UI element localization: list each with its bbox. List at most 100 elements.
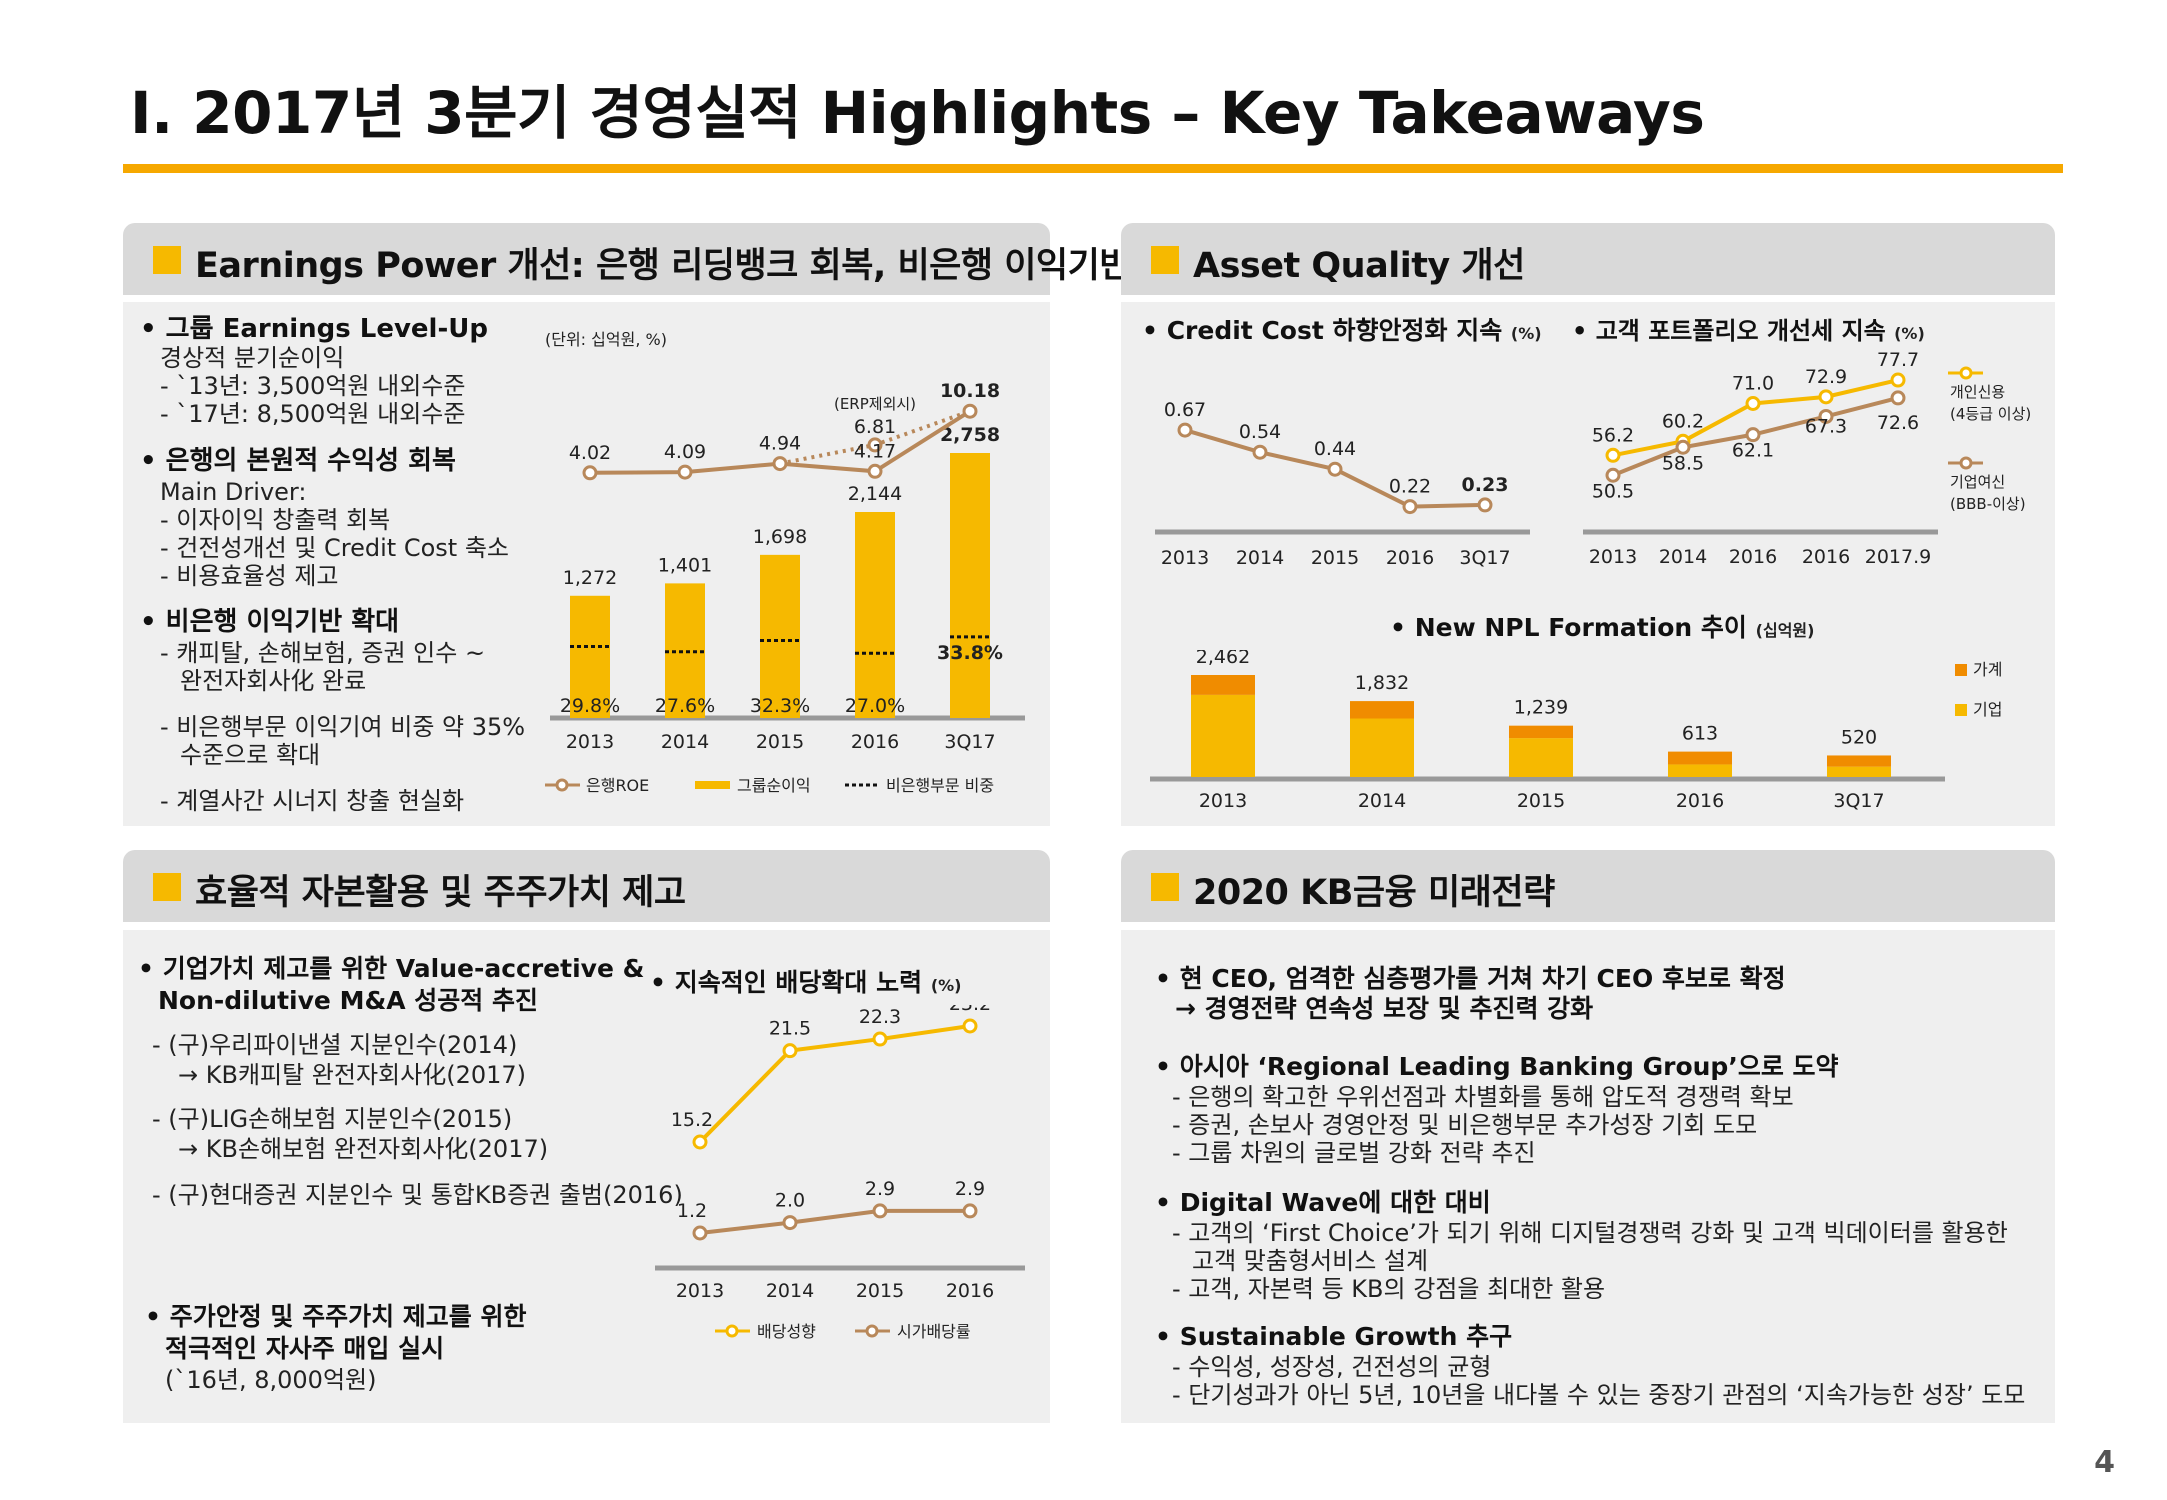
strategy-point-1: • 현 CEO, 엄격한 심층평가를 거쳐 차기 CEO 후보로 확정 <box>1155 964 1786 993</box>
credit-cost-value-label: 0.44 <box>1314 438 1356 460</box>
capital-b2-l2: 적극적인 자사주 매입 실시 <box>165 1334 445 1363</box>
roe-point <box>582 465 598 481</box>
strategy-p3-l3: - 고객, 자본력 등 KB의 강점을 최대한 활용 <box>1172 1275 1606 1303</box>
x-tick-label: 2016 <box>1386 547 1434 569</box>
x-tick-label: 2015 <box>756 731 804 753</box>
portfolio-value-label: 50.5 <box>1592 480 1634 502</box>
legend-marker <box>1959 366 1973 380</box>
roe-point <box>677 464 693 480</box>
x-tick-label: 2015 <box>1517 790 1565 812</box>
credit-cost-title-text: Credit Cost 하향안정화 지속 <box>1166 316 1503 345</box>
x-tick-label: 2014 <box>1358 790 1406 812</box>
bar-group-net-income <box>570 595 610 718</box>
legend-label: 은행ROE <box>586 776 649 795</box>
legend-label: 기업여신 <box>1950 473 2005 491</box>
credit-cost-point <box>1177 422 1193 438</box>
earnings-bullet-1: • 그룹 Earnings Level-Up <box>140 314 488 344</box>
bar-value-label: 2,144 <box>848 483 902 505</box>
x-tick-label: 2016 <box>1802 546 1850 568</box>
legend-label: 가계 <box>1973 660 2002 679</box>
capital-s3-l1: - (구)현대증권 지분인수 및 통합KB증권 출범(2016) <box>152 1181 683 1209</box>
strategy-point-2: • 아시아 ‘Regional Leading Banking Group’으로… <box>1155 1052 1839 1081</box>
x-tick-label: 3Q17 <box>1459 547 1510 569</box>
portfolio-value-label: 71.0 <box>1732 373 1774 395</box>
legend-label: 시가배당률 <box>897 1322 971 1341</box>
dividend-point <box>962 1018 978 1034</box>
strategy-point-4: • Sustainable Growth 추구 <box>1155 1322 1513 1351</box>
title-rule <box>123 164 2063 173</box>
legend-label: 비은행부문 비중 <box>886 776 994 795</box>
capital-b2-l1: 주가안정 및 주주가치 제고를 위한 <box>169 1302 527 1331</box>
earnings-b3-title: 비은행 이익기반 확대 <box>165 607 400 637</box>
bar-value-label: 2,758 <box>940 424 1000 446</box>
strategy-point-3: • Digital Wave에 대한 대비 <box>1155 1188 1491 1217</box>
legend-label: 배당성향 <box>757 1322 816 1341</box>
credit-cost-point <box>1477 497 1493 513</box>
roe-value-label: 4.02 <box>569 442 611 464</box>
credit-cost-point <box>1252 444 1268 460</box>
bullet-square-icon <box>153 873 181 901</box>
x-tick-label: 2016 <box>1676 790 1724 812</box>
strategy-p2-l3: - 그룹 차원의 글로벌 강화 전략 추진 <box>1172 1139 1536 1167</box>
portfolio-title-text: 고객 포트폴리오 개선세 지속 <box>1595 317 1886 345</box>
capital-b1-l2: Non-dilutive M&A 성공적 추진 <box>158 986 539 1015</box>
dividend-series-line <box>699 1208 970 1235</box>
portfolio-value-label: 72.6 <box>1877 412 1919 434</box>
credit-cost-chart: 0.67 2013 0.54 2014 0.44 2015 0.22 2016 0.23 3Q17 <box>1155 399 1530 569</box>
nonbank-share-label: 27.0% <box>845 695 905 717</box>
dividend-point <box>782 1043 798 1059</box>
bar-value-label: 1,698 <box>753 526 807 548</box>
legend-sublabel: (4등급 이상) <box>1950 405 2031 423</box>
earnings-chart: (단위: 십억원, %) 1,272 29.8% 2013 1,401 27.6% 2014… <box>545 330 1025 795</box>
credit-cost-unit: (%) <box>1510 324 1542 343</box>
capital-b1-l1: 기업가치 제고를 위한 Value-accretive & <box>162 954 645 983</box>
bullet-square-icon <box>153 246 181 274</box>
portfolio-point <box>1818 408 1834 424</box>
credit-cost-value-label: 0.23 <box>1462 474 1509 496</box>
earnings-b2-l3: - 건전성개선 및 Credit Cost 축소 <box>160 534 509 562</box>
earnings-b2-l1: Main Driver: <box>160 478 307 506</box>
portfolio-unit: (%) <box>1894 324 1925 343</box>
portfolio-point <box>1605 467 1621 483</box>
capital-bullet-1: • 기업가치 제고를 위한 Value-accretive & <box>138 954 645 983</box>
dividend-title: • 지속적인 배당확대 노력 (%) <box>650 968 962 997</box>
bar-value-label: 1,272 <box>563 567 617 589</box>
earnings-b2-l2: - 이자이익 창출력 회복 <box>160 506 391 534</box>
roe-point <box>962 403 978 419</box>
nonbank-share-label: 32.3% <box>750 695 810 717</box>
erp-note-label: (ERP제외시) <box>834 395 916 413</box>
legend-sublabel: (BBB-이상) <box>1950 495 2026 513</box>
strategy-panel-header: 2020 KB금융 미래전략 <box>1121 850 2055 922</box>
strategy-p3-l1: - 고객의 ‘First Choice’가 되기 위해 디지털경쟁력 강화 및 … <box>1172 1219 2008 1247</box>
x-tick-label: 2013 <box>1161 547 1209 569</box>
page-title: Ⅰ. 2017년 3분기 경영실적 Highlights – Key Takea… <box>130 79 1705 147</box>
legend-net-income-swatch <box>695 781 730 789</box>
x-tick-label: 2014 <box>1659 546 1707 568</box>
earnings-bullet-2: • 은행의 본원적 수익성 회복 <box>140 446 456 476</box>
earnings-b3-l5: - 계열사간 시너지 창출 현실화 <box>160 787 465 815</box>
portfolio-chart: 56.2 60.2 71.0 72.9 77.7 개인신용 (4등급 이상) 50.5 58.5… <box>1583 349 2031 568</box>
earnings-b2-title: 은행의 본원적 수익성 회복 <box>165 446 456 476</box>
credit-cost-value-label: 0.54 <box>1239 421 1281 443</box>
x-tick-label: 2016 <box>946 1280 994 1302</box>
nonbank-share-label: 29.8% <box>560 695 620 717</box>
dividend-point <box>872 1203 888 1219</box>
npl-chart: 2,462 2013 1,832 2014 1,239 2015 613 2016 520 3Q1… <box>1150 650 2002 812</box>
strategy-p2-l1: - 은행의 확고한 우위선점과 차별화를 통해 압도적 경쟁력 확보 <box>1172 1083 1794 1111</box>
x-tick-label: 2013 <box>566 731 614 753</box>
dividend-value-label: 23.2 <box>949 1005 991 1015</box>
nonbank-share-label: 33.8% <box>937 642 1003 664</box>
npl-title-text: New NPL Formation 추이 <box>1414 613 1747 642</box>
asset-panel-body <box>1121 302 2055 826</box>
earnings-bullet-3: • 비은행 이익기반 확대 <box>140 607 400 637</box>
npl-bar-corporate <box>1827 766 1891 777</box>
strategy-p1-l2: → 경영전략 연속성 보장 및 추진력 강화 <box>1175 994 1594 1023</box>
npl-bar-household <box>1509 725 1573 739</box>
x-tick-label: 2017.9 <box>1865 546 1931 568</box>
earnings-b3-l3: - 비은행부문 이익기여 비중 약 35% <box>160 713 526 741</box>
x-tick-label: 2015 <box>856 1280 904 1302</box>
legend-label: 기업 <box>1973 700 2002 719</box>
npl-bar-corporate <box>1350 718 1414 777</box>
strategy-p3-title: Digital Wave에 대한 대비 <box>1179 1188 1491 1217</box>
earnings-panel-body <box>123 302 1050 826</box>
